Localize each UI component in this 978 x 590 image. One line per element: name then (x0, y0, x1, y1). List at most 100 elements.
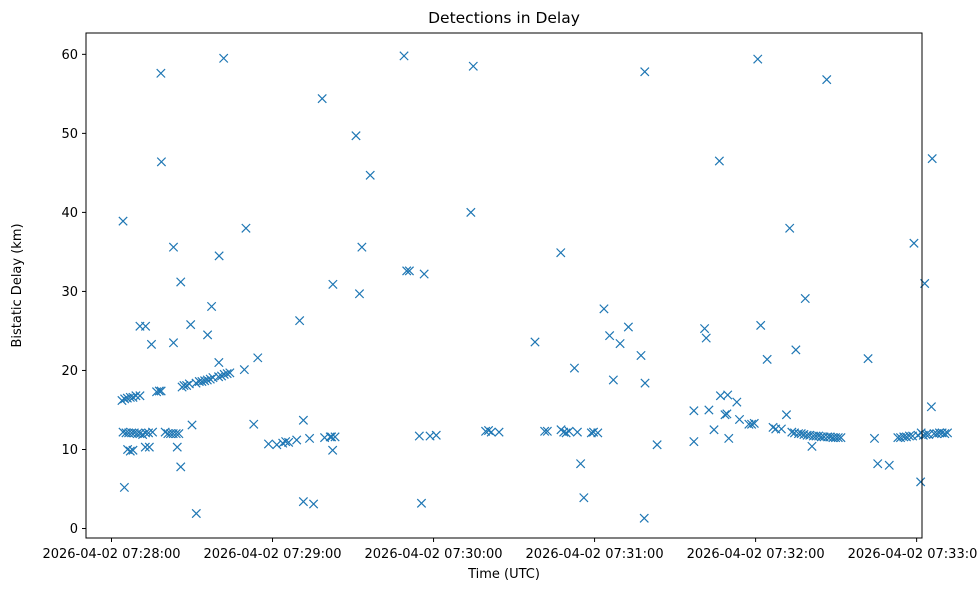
data-point (756, 320, 766, 331)
data-point (120, 394, 130, 404)
data-point (241, 223, 251, 233)
chart-title: Detections in Delay (428, 9, 580, 27)
data-point (753, 54, 763, 64)
data-point (154, 386, 164, 396)
data-point (125, 392, 135, 402)
data-point (156, 386, 166, 396)
data-point (186, 319, 196, 330)
y-tick-label: 60 (61, 48, 78, 63)
data-point (191, 508, 201, 519)
x-tick-label: 2026-04-02 07:31:00 (526, 547, 664, 562)
data-point (140, 321, 151, 331)
data-point (156, 68, 166, 78)
data-point (414, 431, 424, 441)
data-point (704, 405, 714, 415)
data-point (416, 498, 427, 508)
data-point (604, 331, 615, 341)
data-point (723, 390, 733, 400)
data-point (561, 428, 571, 438)
data-point (746, 419, 757, 429)
data-point (734, 414, 745, 425)
data-point (575, 459, 586, 469)
data-point (206, 301, 217, 312)
data-point (615, 338, 625, 349)
data-point (308, 499, 319, 509)
data-point (942, 428, 953, 438)
data-point (216, 371, 227, 381)
data-point (171, 429, 181, 439)
data-point (636, 350, 646, 361)
data-point (317, 93, 327, 104)
data-point (156, 157, 167, 167)
data-point (182, 380, 192, 391)
data-point (807, 441, 817, 451)
data-point (128, 392, 138, 402)
data-point (483, 425, 494, 436)
data-point (328, 279, 338, 289)
data-point (494, 427, 504, 437)
data-point (689, 436, 699, 447)
data-point (199, 376, 210, 386)
data-point (639, 513, 649, 523)
plot-frame (85, 32, 923, 539)
data-point (419, 269, 429, 279)
data-point (119, 482, 130, 493)
data-point (135, 391, 145, 401)
data-point (776, 424, 786, 434)
data-point (466, 207, 476, 218)
data-point (768, 422, 778, 432)
data-point (179, 380, 189, 391)
data-point (176, 462, 186, 472)
data-point (652, 440, 662, 450)
data-point (724, 433, 734, 444)
data-point (556, 248, 566, 258)
data-point (404, 266, 415, 276)
data-point (219, 53, 229, 63)
data-points (117, 51, 953, 523)
x-tick-label: 2026-04-02 07:32:00 (687, 547, 825, 562)
data-point (714, 156, 724, 166)
data-point (791, 345, 801, 355)
data-point (219, 369, 229, 380)
data-point (689, 406, 699, 416)
data-point (530, 337, 540, 347)
x-tick-label: 2026-04-02 07:28:00 (42, 547, 180, 562)
data-point (202, 330, 213, 340)
data-point (326, 432, 337, 442)
data-point (569, 363, 580, 373)
data-point (357, 242, 367, 252)
data-point (284, 437, 294, 447)
data-point (399, 51, 409, 61)
data-point (926, 402, 937, 412)
x-axis-title: Time (UTC) (467, 567, 540, 582)
data-point (608, 375, 618, 385)
x-tick-label: 2026-04-02 07:33:00 (848, 547, 978, 562)
data-point (762, 354, 772, 365)
data-point (147, 427, 158, 437)
data-point (699, 323, 710, 334)
data-point (921, 429, 931, 440)
data-point (720, 410, 730, 420)
data-point (168, 338, 179, 348)
data-point (225, 368, 235, 378)
data-point (197, 376, 207, 387)
data-point (295, 316, 305, 326)
y-axis-title: Bistatic Delay (km) (10, 223, 25, 347)
data-point (579, 493, 589, 503)
data-point (572, 427, 583, 437)
y-tick-label: 40 (61, 206, 78, 221)
data-point (125, 446, 135, 456)
data-point (623, 322, 634, 332)
data-point (599, 304, 609, 314)
data-point (564, 426, 574, 436)
data-point (214, 251, 224, 261)
x-axis-ticks: 2026-04-02 07:28:00 2026-04-02 07:29:00 20… (42, 538, 978, 562)
data-point (304, 433, 315, 444)
data-point (281, 436, 291, 447)
data-point (146, 339, 157, 350)
data-point (927, 154, 937, 164)
data-point (940, 429, 950, 439)
data-point (222, 368, 232, 379)
data-point (168, 242, 179, 252)
